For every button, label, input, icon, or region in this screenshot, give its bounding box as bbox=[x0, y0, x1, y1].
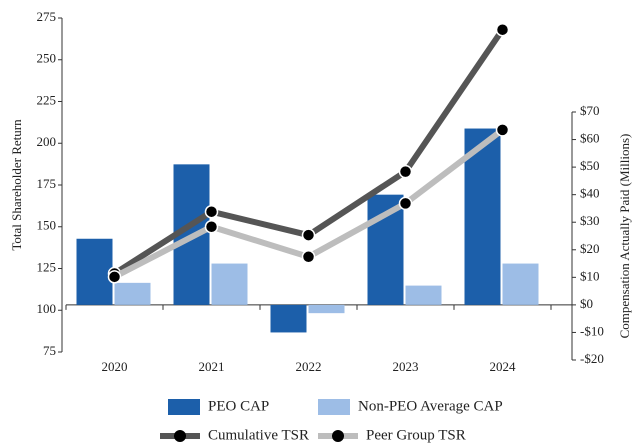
y-tick-label: 175 bbox=[37, 176, 57, 191]
y2-tick-label: $40 bbox=[580, 186, 600, 201]
line-point bbox=[107, 270, 122, 284]
y-tick-label: 200 bbox=[37, 134, 57, 149]
legend-swatch bbox=[168, 399, 200, 415]
legend-label: PEO CAP bbox=[208, 398, 269, 414]
legend-marker bbox=[332, 430, 344, 442]
bar bbox=[405, 285, 442, 305]
x-tick-label: 2023 bbox=[393, 359, 419, 374]
y2-tick-label: -$10 bbox=[580, 323, 604, 338]
line-point bbox=[301, 228, 316, 242]
y2-tick-label: $50 bbox=[580, 158, 600, 173]
bar bbox=[308, 304, 345, 314]
line-point bbox=[398, 164, 413, 179]
line-point bbox=[204, 204, 219, 219]
y2-tick-label: $0 bbox=[580, 296, 593, 311]
bar bbox=[502, 263, 539, 305]
line-point bbox=[495, 123, 510, 137]
legend-label: Cumulative TSR bbox=[208, 427, 309, 443]
y-tick-label: 100 bbox=[37, 301, 57, 316]
line-point bbox=[301, 250, 316, 264]
y-tick-label: 75 bbox=[43, 343, 56, 358]
bar bbox=[270, 304, 307, 333]
line-point bbox=[495, 22, 510, 37]
y2-tick-label: -$20 bbox=[580, 351, 604, 366]
legend-label: Peer Group TSR bbox=[366, 427, 466, 443]
y2-tick-label: $60 bbox=[580, 131, 600, 146]
x-tick-label: 2022 bbox=[296, 359, 322, 374]
y2-tick-label: $70 bbox=[580, 103, 600, 118]
bar bbox=[211, 263, 248, 305]
bar bbox=[114, 282, 151, 305]
legend-swatch bbox=[318, 399, 350, 415]
x-tick-label: 2024 bbox=[490, 359, 517, 374]
x-tick-label: 2020 bbox=[102, 359, 128, 374]
legend-label: Non-PEO Average CAP bbox=[358, 398, 503, 414]
y2-tick-label: $30 bbox=[580, 213, 600, 228]
x-tick-label: 2021 bbox=[199, 359, 225, 374]
y-tick-label: 225 bbox=[37, 92, 57, 107]
line-point bbox=[398, 196, 413, 211]
line-point bbox=[204, 220, 219, 234]
y2-axis-title: Compensation Actually Paid (Millions) bbox=[617, 134, 632, 339]
y-axis-title: Total Shareholder Return bbox=[9, 119, 24, 251]
bar bbox=[464, 128, 501, 305]
y-tick-label: 125 bbox=[37, 259, 57, 274]
y-tick-label: 250 bbox=[37, 51, 57, 66]
y-tick-label: 275 bbox=[37, 9, 57, 24]
y-tick-label: 150 bbox=[37, 218, 57, 233]
bar bbox=[76, 238, 113, 305]
y2-tick-label: $20 bbox=[580, 241, 600, 256]
legend-marker bbox=[174, 430, 186, 442]
y2-tick-label: $10 bbox=[580, 268, 600, 283]
